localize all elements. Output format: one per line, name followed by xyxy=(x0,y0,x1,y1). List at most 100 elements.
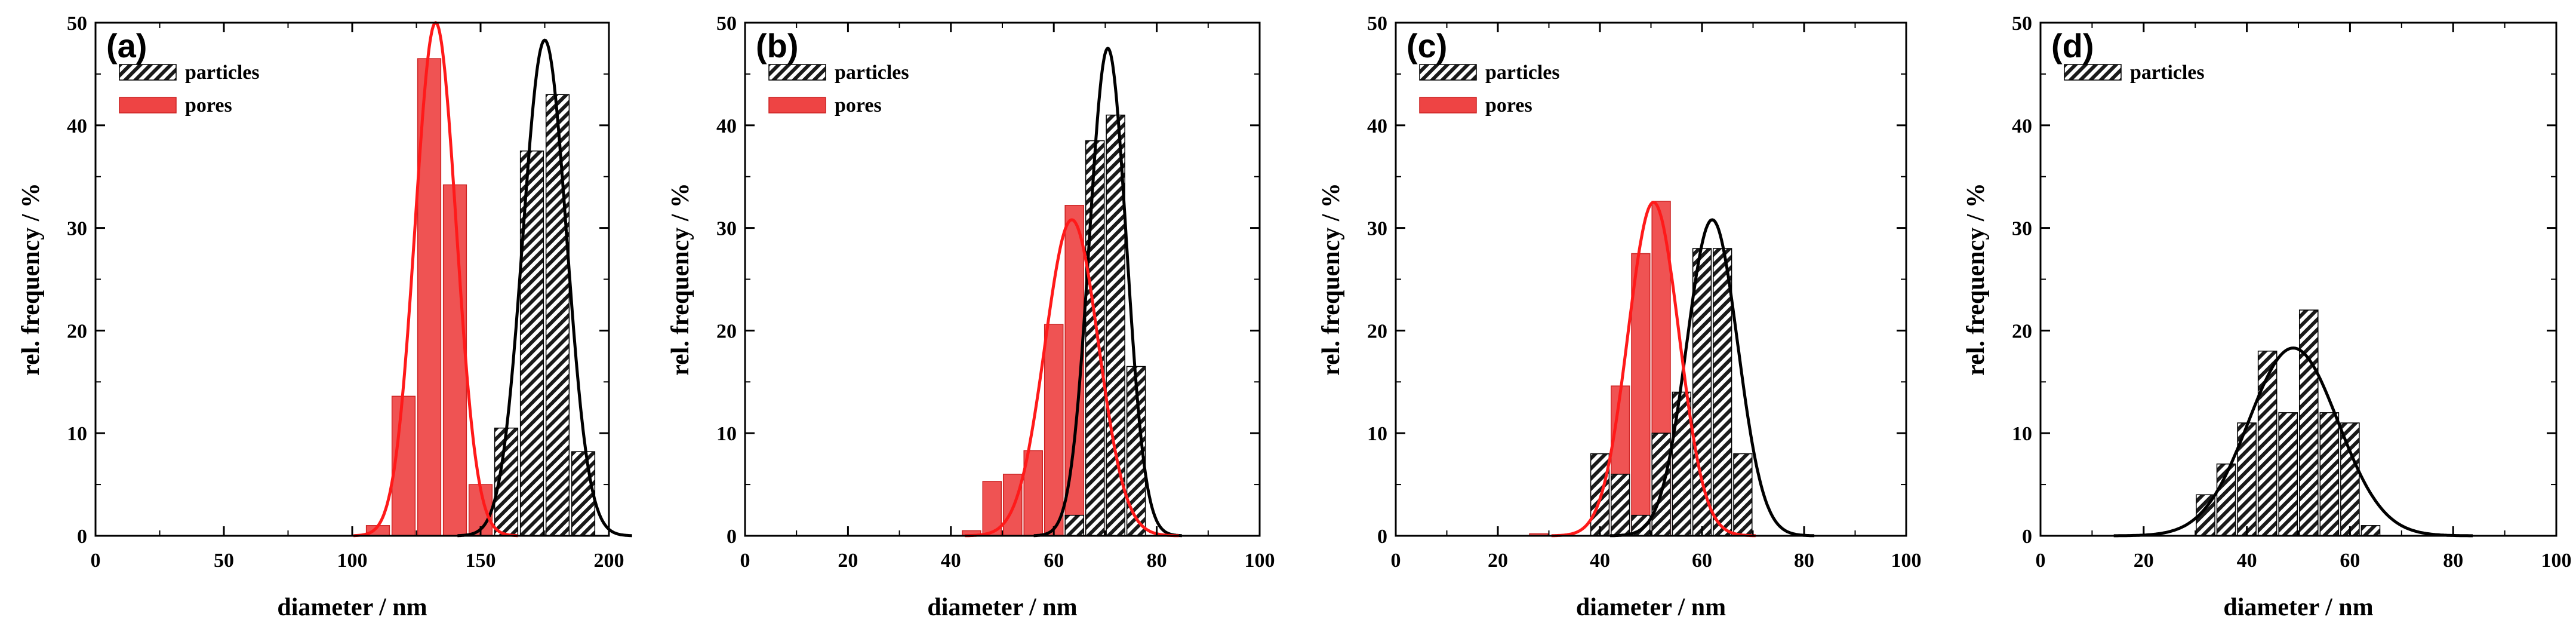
y-tick-label: 30 xyxy=(1367,218,1387,240)
x-tick-label: 80 xyxy=(2443,550,2463,572)
x-tick-label: 60 xyxy=(1692,550,1712,572)
particles-fit-line xyxy=(2113,346,2473,538)
panel-label: (b) xyxy=(756,27,799,65)
y-tick-label: 10 xyxy=(67,423,87,445)
particles-bar xyxy=(2257,351,2278,536)
x-tick-label: 0 xyxy=(740,550,750,572)
y-tick-label: 50 xyxy=(2012,13,2032,35)
particles-fit-line xyxy=(1033,47,1182,538)
particles-bar xyxy=(1672,391,1691,536)
x-tick-label: 40 xyxy=(1590,550,1610,572)
panel-label: (d) xyxy=(2051,27,2094,65)
legend-label-particles: particles xyxy=(1485,62,1560,84)
y-tick-label: 30 xyxy=(2012,218,2032,240)
x-tick-label: 100 xyxy=(1245,550,1275,572)
pores-bar xyxy=(1631,253,1651,536)
y-tick-label: 0 xyxy=(2022,526,2032,548)
y-tick-label: 50 xyxy=(716,13,737,35)
y-tick-label: 0 xyxy=(77,526,87,548)
particles-bar xyxy=(571,451,596,536)
y-tick-label: 10 xyxy=(1367,423,1387,445)
y-tick-label: 50 xyxy=(1367,13,1387,35)
particles-bar xyxy=(1611,474,1630,536)
x-tick-label: 200 xyxy=(594,550,624,572)
y-axis-label: rel. frequency / % xyxy=(667,183,694,376)
legend-swatch-particles xyxy=(119,64,177,81)
legend-label-pores: pores xyxy=(1485,94,1532,116)
x-tick-label: 20 xyxy=(838,550,858,572)
x-tick-label: 50 xyxy=(214,550,234,572)
y-tick-label: 40 xyxy=(1367,115,1387,137)
particles-bar xyxy=(1085,140,1105,536)
particles-bar xyxy=(2319,412,2340,536)
y-tick-label: 20 xyxy=(67,320,87,342)
particles-bar xyxy=(2298,309,2319,536)
x-tick-label: 60 xyxy=(2340,550,2360,572)
particles-bar xyxy=(1692,248,1712,536)
panel-label: (a) xyxy=(106,27,147,65)
x-axis-label: diameter / nm xyxy=(1576,594,1726,621)
x-tick-label: 0 xyxy=(2036,550,2046,572)
legend-swatch-particles xyxy=(1419,64,1477,81)
x-tick-label: 80 xyxy=(1147,550,1167,572)
legend-label-particles: particles xyxy=(835,62,909,84)
x-tick-label: 0 xyxy=(91,550,101,572)
y-tick-label: 10 xyxy=(716,423,737,445)
y-tick-label: 20 xyxy=(1367,320,1387,342)
y-tick-label: 0 xyxy=(1377,526,1387,548)
x-axis-label: diameter / nm xyxy=(2223,594,2373,621)
chart-panel-2: 0 20 40 60 80 100 0 10 20 30 40 50 diameter / nm rel.… xyxy=(1318,13,1922,621)
particles-bar xyxy=(1733,453,1753,536)
legend-swatch-particles xyxy=(768,64,826,81)
x-axis-label: diameter / nm xyxy=(927,594,1077,621)
x-tick-label: 40 xyxy=(941,550,961,572)
x-tick-label: 100 xyxy=(337,550,368,572)
particles-bar xyxy=(1106,114,1125,536)
x-tick-label: 60 xyxy=(1044,550,1064,572)
y-axis-label: rel. frequency / % xyxy=(1318,183,1345,376)
particles-bar xyxy=(1651,432,1671,536)
particles-bar xyxy=(2360,525,2381,536)
y-tick-label: 50 xyxy=(67,13,87,35)
x-tick-label: 0 xyxy=(1391,550,1401,572)
y-tick-label: 30 xyxy=(67,218,87,240)
y-tick-label: 40 xyxy=(716,115,737,137)
legend-swatch-particles xyxy=(2064,64,2122,81)
x-tick-label: 20 xyxy=(1488,550,1508,572)
chart-panel-0: 0 50 100 150 200 0 10 20 30 40 50 diameter / nm rel.… xyxy=(17,13,632,621)
pores-bar xyxy=(442,184,467,536)
legend-label-particles: particles xyxy=(185,62,260,84)
particles-fit-line xyxy=(1610,218,1815,538)
y-axis-label: rel. frequency / % xyxy=(1962,183,1990,376)
x-tick-label: 150 xyxy=(466,550,496,572)
pores-bar xyxy=(1044,324,1064,536)
x-tick-label: 100 xyxy=(2541,550,2572,572)
legend-swatch-pores xyxy=(1419,97,1477,113)
particles-bar xyxy=(1064,514,1084,536)
pores-fit-line xyxy=(1551,200,1756,538)
pores-fit-line xyxy=(965,218,1179,538)
legend-label-particles: particles xyxy=(2130,62,2205,84)
plot-frame xyxy=(2039,22,2557,537)
particles-bar xyxy=(2278,412,2298,536)
y-tick-label: 10 xyxy=(2012,423,2032,445)
y-tick-label: 40 xyxy=(67,115,87,137)
particles-bar xyxy=(2340,422,2360,536)
y-axis-label: rel. frequency / % xyxy=(17,183,45,376)
y-tick-label: 20 xyxy=(2012,320,2032,342)
legend-label-pores: pores xyxy=(835,94,882,116)
legend-swatch-pores xyxy=(119,97,177,113)
panel-label: (c) xyxy=(1407,27,1447,65)
x-tick-label: 100 xyxy=(1891,550,1922,572)
x-tick-label: 40 xyxy=(2237,550,2257,572)
particles-bar xyxy=(1713,248,1732,536)
y-tick-label: 0 xyxy=(727,526,737,548)
chart-panel-3: 0 20 40 60 80 100 0 10 20 30 40 50 diameter / nm rel.… xyxy=(1962,13,2572,621)
y-tick-label: 30 xyxy=(716,218,737,240)
y-tick-label: 40 xyxy=(2012,115,2032,137)
legend-label-pores: pores xyxy=(185,94,232,116)
x-tick-label: 80 xyxy=(1794,550,1814,572)
particles-fit-line xyxy=(457,38,632,538)
particles-bar xyxy=(545,94,570,536)
